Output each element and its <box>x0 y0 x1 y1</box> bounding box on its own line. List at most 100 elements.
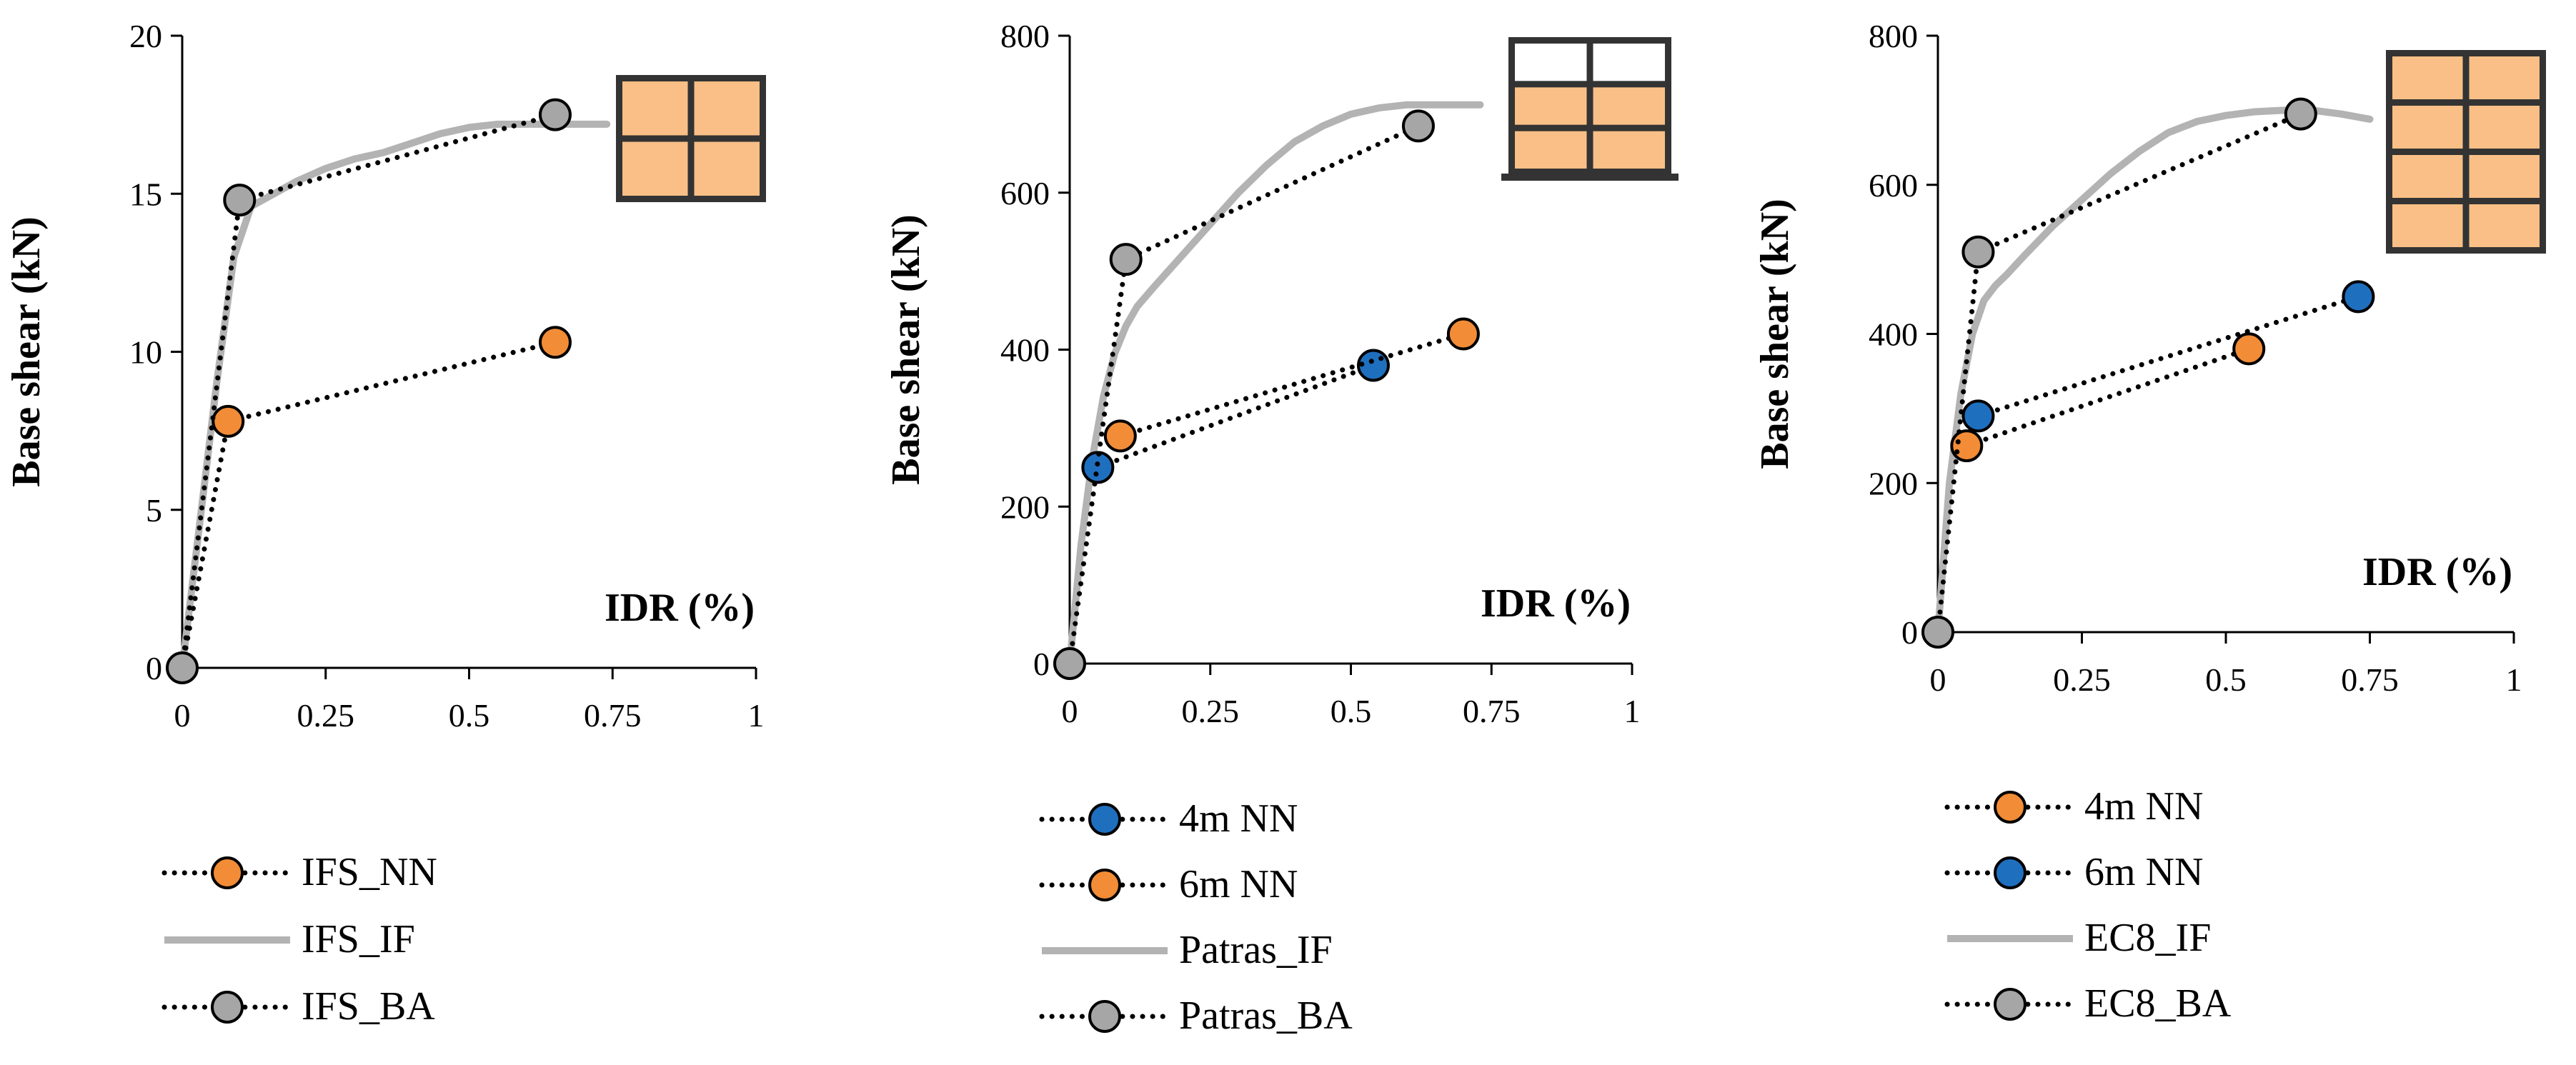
partially-infilled-frame-icon <box>1501 37 1679 181</box>
infill-panel <box>2392 204 2463 247</box>
frame-base <box>1501 174 1679 181</box>
legend-marker <box>1994 988 2027 1021</box>
x-tick-label: 0.25 <box>297 697 355 734</box>
series-4m-nn <box>1950 332 2266 463</box>
legend: IFS_NN IFS_IF IFS_BA <box>161 850 437 1029</box>
legend-label: Patras_BA <box>1179 994 1353 1038</box>
legend-label: EC8_BA <box>2084 981 2232 1026</box>
legend-item-ifs-if: IFS_IF <box>164 917 415 961</box>
legend-label: IFS_IF <box>302 917 415 961</box>
x-axis-title: IDR (%) <box>2362 550 2512 594</box>
y-tick-label: 10 <box>129 334 162 371</box>
x-tick-label: 0 <box>1062 693 1078 729</box>
legend-marker <box>211 991 244 1024</box>
infill-panel <box>2392 106 2463 149</box>
legend-item-4m-nn: 4m NN <box>1039 796 1298 841</box>
infill-panel <box>694 81 760 136</box>
x-tick-label: 0 <box>174 697 191 734</box>
data-point <box>2342 280 2375 314</box>
series-ifs-nn <box>179 326 572 671</box>
y-tick-label: 20 <box>129 18 162 54</box>
series-ifs-ba <box>166 98 572 684</box>
legend-label: IFS_NN <box>302 850 437 894</box>
y-tick-label: 15 <box>129 176 162 212</box>
x-tick-label: 0.5 <box>2205 661 2247 698</box>
open-panel <box>1593 44 1665 81</box>
data-point <box>1103 419 1137 453</box>
legend-marker <box>1088 1000 1121 1033</box>
infill-panel <box>1593 131 1665 169</box>
legend-item-patras-ba: Patras_BA <box>1039 994 1353 1038</box>
legend-label: 4m NN <box>1179 796 1298 841</box>
infill-panel <box>2469 155 2540 198</box>
x-tick-label: 0.75 <box>1463 693 1521 729</box>
data-point <box>166 651 199 684</box>
x-tick-label: 1 <box>1624 693 1641 729</box>
y-axis-title: Base shear (kN) <box>884 214 928 485</box>
y-tick-label: 0 <box>1901 614 1918 651</box>
data-point <box>1081 451 1115 484</box>
infill-panel <box>1515 131 1587 169</box>
infill-panel <box>2469 106 2540 149</box>
x-tick-label: 0.75 <box>2341 661 2399 698</box>
y-tick-label: 800 <box>1869 18 1918 54</box>
data-point <box>1961 235 1995 269</box>
infill-panel <box>2392 56 2463 99</box>
x-tick-label: 0.25 <box>1182 693 1240 729</box>
legend-label: 6m NN <box>2084 850 2203 894</box>
open-panel <box>1515 44 1587 81</box>
data-point <box>2284 97 2317 131</box>
chart-2: 0 200 400 600 800 0 0.25 0.5 0.75 1 IDR (%) Base sh… <box>884 18 1679 1038</box>
fully-infilled-frame-icon <box>2386 50 2546 254</box>
x-tick-label: 1 <box>748 697 765 734</box>
data-point <box>1921 616 1954 649</box>
y-tick-label: 600 <box>1000 175 1050 211</box>
data-point <box>1961 399 1995 433</box>
series-patras-if <box>1066 101 1484 667</box>
series-line <box>1067 123 1421 666</box>
data-point <box>1053 647 1086 680</box>
x-tick-label: 0.75 <box>584 697 642 734</box>
infill-panel <box>1593 87 1665 125</box>
data-point <box>1401 109 1435 143</box>
y-tick-label: 200 <box>1000 489 1050 525</box>
y-axis-title: Base shear (kN) <box>1753 199 1797 469</box>
x-axis-title: IDR (%) <box>605 586 755 630</box>
series-patras-ba <box>1053 109 1435 680</box>
y-tick-label: 0 <box>1033 646 1050 682</box>
data-point <box>223 184 257 217</box>
data-point <box>1950 429 1984 463</box>
x-tick-label: 1 <box>2506 661 2522 698</box>
y-tick-label: 0 <box>146 650 162 686</box>
series-ec8-if <box>1934 106 2374 636</box>
legend-item-4m-nn: 4m NN <box>1944 784 2203 829</box>
series-line <box>1975 294 2361 419</box>
series-ec8-ba <box>1921 97 2317 649</box>
legend-item-ec8-if: EC8_IF <box>1947 916 2211 960</box>
legend-item-ifs-ba: IFS_BA <box>161 984 435 1029</box>
legend-item-6m-nn: 6m NN <box>1944 850 2203 894</box>
x-axis-title: IDR (%) <box>1481 581 1631 626</box>
data-point <box>538 326 572 359</box>
series-line <box>1964 346 2252 449</box>
y-tick-label: 400 <box>1869 316 1918 353</box>
series-line <box>1095 362 1376 470</box>
infill-panel <box>2392 155 2463 198</box>
infill-panel <box>694 141 760 196</box>
legend-marker <box>1088 869 1121 901</box>
data-point <box>1446 317 1480 351</box>
legend-label: 6m NN <box>1179 862 1298 906</box>
chart-1: 0 5 10 15 20 0 0.25 0.5 0.75 1 IDR (%) Base shear (… <box>4 18 766 1029</box>
infill-panel <box>2469 204 2540 247</box>
legend: 4m NN 6m NN Patras_IF Patras_BA <box>1039 796 1353 1038</box>
data-point <box>2232 332 2266 366</box>
legend-item-6m-nn: 6m NN <box>1039 862 1298 906</box>
legend-item-ifs-nn: IFS_NN <box>161 850 437 894</box>
legend-marker <box>1994 856 2027 889</box>
y-axis-title: Base shear (kN) <box>4 216 49 487</box>
infill-panel <box>1515 87 1587 125</box>
legend-marker <box>211 856 244 889</box>
series-line <box>1934 106 2374 636</box>
data-point <box>538 98 572 131</box>
